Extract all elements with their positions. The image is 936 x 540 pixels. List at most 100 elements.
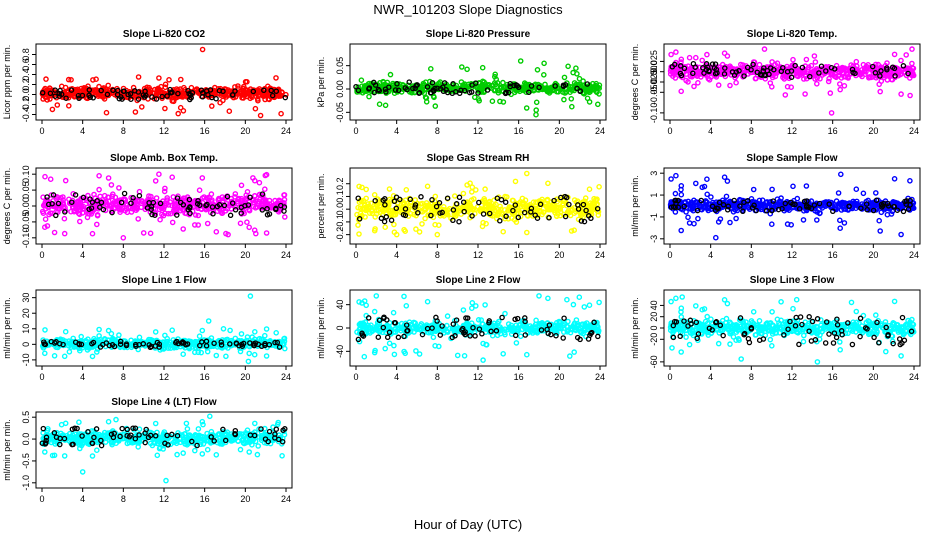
y-tick-label: -0.1 (335, 214, 345, 230)
data-point (92, 202, 99, 209)
data-point (177, 76, 184, 83)
data-point-black (780, 64, 786, 71)
data-point (422, 207, 428, 213)
data-point (213, 352, 220, 359)
data-point (551, 201, 557, 207)
data-point (506, 204, 513, 211)
data-point-black (767, 65, 774, 71)
data-point-black (213, 95, 219, 102)
y-tick-label: 0.00 (21, 197, 31, 215)
data-point (159, 211, 165, 218)
data-point (356, 183, 362, 190)
data-point (138, 104, 145, 110)
data-point (390, 309, 397, 316)
data-point (910, 72, 917, 79)
data-point-black (39, 90, 46, 96)
data-point-black (230, 92, 236, 98)
data-point (593, 88, 599, 94)
data-point (162, 332, 168, 339)
x-tick-label: 24 (909, 250, 919, 260)
data-point-black (371, 89, 378, 96)
x-tick-label: 4 (80, 372, 85, 382)
data-point (68, 77, 74, 83)
data-point (533, 107, 540, 113)
x-tick-label: 4 (394, 250, 399, 260)
data-point (215, 197, 221, 203)
data-point-black (392, 320, 399, 326)
series-points (667, 46, 917, 116)
data-point (482, 302, 488, 308)
data-point (162, 81, 169, 88)
y-axis-label: percent per min. (316, 173, 326, 238)
data-point (687, 66, 693, 72)
data-point (195, 222, 201, 228)
y-tick-label: -0.05 (335, 102, 345, 123)
outlier-point (541, 60, 547, 67)
data-point (876, 217, 883, 224)
data-point (432, 342, 438, 349)
data-point (105, 327, 112, 334)
data-point-black (185, 87, 191, 94)
data-point-black (849, 66, 856, 73)
data-point (191, 222, 198, 228)
data-point (132, 202, 139, 209)
data-point-black (437, 332, 444, 338)
data-point (408, 198, 414, 205)
data-point-black (884, 65, 890, 71)
y-tick-label: 0.05 (335, 57, 345, 75)
data-point (180, 351, 186, 358)
data-point-black (366, 85, 373, 91)
y-tick-label: 40 (649, 300, 659, 310)
outlier-point (205, 318, 212, 324)
data-point-black (250, 88, 257, 95)
data-point (470, 196, 477, 202)
data-point-black (238, 204, 245, 211)
x-tick-label: 0 (667, 250, 672, 260)
outlier-point (524, 170, 530, 177)
data-point-black (415, 210, 421, 216)
x-tick-label: 20 (240, 372, 250, 382)
outlier-point (907, 177, 913, 184)
y-tick-label: -1 (649, 213, 659, 221)
data-point-black (149, 94, 155, 100)
data-point (246, 350, 252, 357)
data-point (555, 89, 562, 95)
outlier-point (156, 171, 162, 177)
data-point (273, 75, 279, 81)
data-point (535, 87, 542, 93)
data-point-black (584, 81, 591, 87)
data-point-black (198, 87, 205, 93)
data-point (376, 101, 383, 107)
outlier-point (199, 46, 206, 53)
data-point (366, 93, 372, 100)
data-point (135, 198, 142, 204)
data-point (539, 211, 545, 218)
data-point (256, 179, 263, 186)
y-tick-label: -40 (335, 345, 345, 358)
y-tick-label: 10 (21, 324, 31, 334)
x-tick-label: 0 (39, 372, 44, 382)
y-tick-label: 0.2 (335, 177, 345, 190)
data-point (695, 215, 701, 222)
y-tick-label: -0.050 (649, 80, 659, 106)
data-point-black (273, 88, 280, 94)
data-point (388, 198, 395, 204)
data-point-black (433, 314, 439, 321)
data-point (243, 192, 249, 198)
data-point-black (157, 200, 164, 207)
data-point (570, 69, 576, 76)
data-point-black (681, 65, 688, 72)
x-tick-label: 8 (435, 372, 440, 382)
data-point (355, 204, 361, 211)
data-point-black (828, 64, 835, 71)
data-point (213, 228, 220, 235)
data-point (595, 101, 601, 108)
y-tick-label: 20 (21, 308, 31, 318)
data-point (878, 78, 885, 84)
data-point-black (581, 218, 588, 225)
data-point (432, 103, 439, 109)
data-point-black (503, 89, 509, 96)
page-title: NWR_101203 Slope Diagnostics (373, 2, 563, 17)
data-point-black (799, 64, 806, 71)
